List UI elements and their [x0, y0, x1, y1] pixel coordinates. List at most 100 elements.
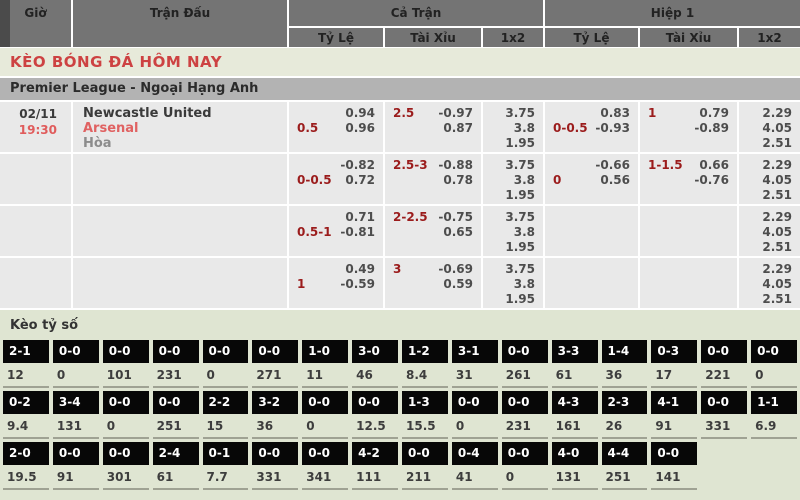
score-cell[interactable]: 0-0 331: [701, 391, 748, 439]
away-team-name[interactable]: Arsenal: [83, 121, 139, 136]
score-cell[interactable]: 2-0 19.5: [3, 442, 49, 490]
odds-line: 2.29: [739, 262, 800, 277]
score-cell[interactable]: 0-0 91: [52, 442, 99, 490]
ft-1x2-cell[interactable]: 3.75 3.8 1.95: [483, 258, 543, 308]
score-cell[interactable]: 3-4 131: [52, 391, 99, 439]
score-odds: 341: [302, 465, 349, 490]
odds-value: 1.95: [505, 188, 535, 202]
h1-1x2-cell[interactable]: 2.29 4.05 2.51: [739, 154, 800, 204]
h1-1x2-cell[interactable]: 2.29 4.05 2.51: [739, 102, 800, 152]
score-cell[interactable]: 1-3 15.5: [402, 391, 448, 439]
odds-value: -0.76: [694, 173, 729, 187]
score-cell[interactable]: 0-0 221: [701, 340, 748, 388]
score-cell[interactable]: 0-2 9.4: [3, 391, 49, 439]
score-cell[interactable]: 0-0 231: [501, 391, 548, 439]
score-cell[interactable]: 4-2 111: [352, 442, 398, 490]
odds-line: 3.75: [483, 262, 543, 277]
match-teams-cell[interactable]: Newcastle United Arsenal Hòa: [73, 102, 287, 152]
score-label: 2-4: [152, 442, 199, 465]
score-label: 0-2: [3, 391, 49, 414]
ft-1x2-cell[interactable]: 3.75 3.8 1.95: [483, 154, 543, 204]
score-cell[interactable]: 0-0 0: [302, 391, 349, 439]
odds-table-header: Giờ Trận Đấu Cả Trận Hiệp 1 Tỷ Lệ Tài Xỉ…: [0, 0, 800, 47]
h1-1x2-cell[interactable]: 2.29 4.05 2.51: [739, 206, 800, 256]
ft-overunder-cell[interactable]: 2.5 -0.97 0.87: [385, 102, 481, 152]
score-cell[interactable]: 3-3 61: [551, 340, 598, 388]
score-cell[interactable]: 0-0 271: [252, 340, 299, 388]
score-cell[interactable]: 0-0 331: [252, 442, 299, 490]
score-cell[interactable]: 1-1 6.9: [751, 391, 797, 439]
odds-line: 4.05: [739, 277, 800, 292]
score-cell[interactable]: 2-3 26: [601, 391, 648, 439]
h1-handicap-cell[interactable]: 0.83 0-0.5 -0.93: [545, 102, 638, 152]
odds-line: 3.75: [483, 158, 543, 173]
score-cell[interactable]: 0-3 17: [651, 340, 698, 388]
match-teams-cell: [73, 154, 287, 204]
score-cell[interactable]: 0-0 0: [202, 340, 249, 388]
score-cell[interactable]: 0-0 0: [501, 442, 548, 490]
score-odds: 0: [102, 414, 149, 439]
score-cell[interactable]: 0-0 231: [152, 340, 199, 388]
odds-line: -0.76: [640, 173, 737, 188]
odds-line: -0.66: [545, 158, 638, 173]
ft-handicap-cell[interactable]: 0.71 0.5-1 -0.81: [289, 206, 383, 256]
ft-overunder-cell[interactable]: 2-2.5 -0.75 0.65: [385, 206, 481, 256]
h1-1x2-cell[interactable]: 2.29 4.05 2.51: [739, 258, 800, 308]
score-cell[interactable]: 1-4 36: [601, 340, 648, 388]
score-label: 0-0: [302, 391, 349, 414]
score-cell[interactable]: 0-0 0: [451, 391, 498, 439]
odds-value: 3.8: [513, 121, 535, 135]
h1-overunder-cell[interactable]: 1-1.5 0.66 -0.76: [640, 154, 737, 204]
score-odds: 111: [352, 465, 398, 490]
home-team-name[interactable]: Newcastle United: [83, 106, 212, 121]
h1-overunder-cell[interactable]: 1 0.79 -0.89: [640, 102, 737, 152]
score-cell[interactable]: 4-4 251: [601, 442, 648, 490]
score-cell[interactable]: 0-0 12.5: [352, 391, 398, 439]
score-cell[interactable]: 4-3 161: [551, 391, 598, 439]
score-cell[interactable]: 0-0 261: [501, 340, 548, 388]
score-cell[interactable]: 0-0 0: [102, 391, 149, 439]
handicap-value: 0.5-1: [297, 225, 332, 239]
score-odds: 17: [651, 363, 698, 388]
score-cell[interactable]: 0-0 0: [52, 340, 99, 388]
ft-handicap-cell[interactable]: 0.94 0.5 0.96: [289, 102, 383, 152]
score-cell[interactable]: 1-2 8.4: [402, 340, 448, 388]
score-cell[interactable]: 0-0 141: [651, 442, 698, 490]
header-ft-handicap: Tỷ Lệ: [289, 28, 383, 47]
score-cell[interactable]: 4-0 131: [551, 442, 598, 490]
odds-line: 1.95: [483, 292, 543, 307]
odds-value: 2.29: [762, 158, 792, 172]
ft-handicap-cell[interactable]: 0.49 1 -0.59: [289, 258, 383, 308]
score-cell[interactable]: 0-4 41: [451, 442, 498, 490]
score-cell[interactable]: 0-0 101: [102, 340, 149, 388]
ft-1x2-cell[interactable]: 3.75 3.8 1.95: [483, 102, 543, 152]
odds-line: 2.29: [739, 158, 800, 173]
score-cell[interactable]: 2-4 61: [152, 442, 199, 490]
score-cell[interactable]: 3-0 46: [352, 340, 398, 388]
score-cell[interactable]: 2-1 12: [3, 340, 49, 388]
score-cell[interactable]: 3-2 36: [252, 391, 299, 439]
score-cell[interactable]: 0-0 341: [302, 442, 349, 490]
h1-handicap-cell[interactable]: -0.66 0 0.56: [545, 154, 638, 204]
odds-value: 1.95: [505, 292, 535, 306]
score-cell[interactable]: 0-0 251: [152, 391, 199, 439]
score-odds: 36: [252, 414, 299, 439]
score-cell[interactable]: 0-1 7.7: [202, 442, 249, 490]
score-label: 0-0: [701, 391, 748, 414]
score-cell[interactable]: 4-1 91: [651, 391, 698, 439]
score-cell[interactable]: 3-1 31: [451, 340, 498, 388]
score-label: 2-3: [601, 391, 648, 414]
score-cell[interactable]: 0-0 211: [402, 442, 448, 490]
league-title[interactable]: Premier League - Ngoại Hạng Anh: [0, 78, 800, 100]
match-time-cell: [0, 206, 71, 256]
odds-line: 2.51: [739, 292, 800, 307]
score-cell[interactable]: 0-0 301: [102, 442, 149, 490]
ft-handicap-cell[interactable]: -0.82 0-0.5 0.72: [289, 154, 383, 204]
score-cell[interactable]: 0-0 0: [751, 340, 797, 388]
ft-overunder-cell[interactable]: 2.5-3 -0.88 0.78: [385, 154, 481, 204]
score-cell[interactable]: 2-2 15: [202, 391, 249, 439]
ft-overunder-cell[interactable]: 3 -0.69 0.59: [385, 258, 481, 308]
score-cell[interactable]: 1-0 11: [302, 340, 349, 388]
ft-1x2-cell[interactable]: 3.75 3.8 1.95: [483, 206, 543, 256]
odds-value: 1.95: [505, 136, 535, 150]
